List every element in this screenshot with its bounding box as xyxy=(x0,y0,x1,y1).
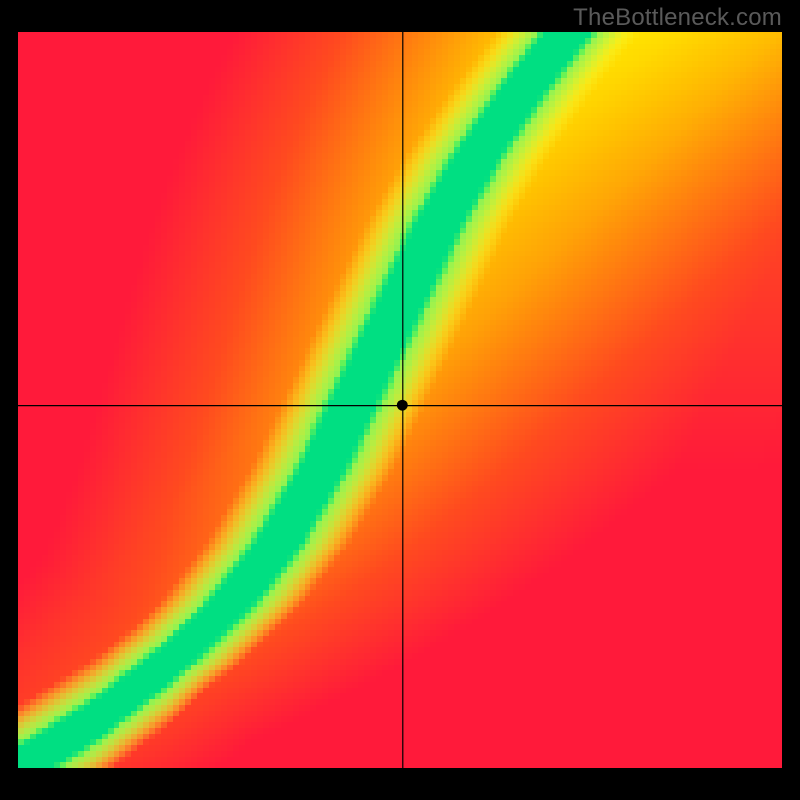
heatmap-plot-area xyxy=(18,32,782,768)
watermark-text: TheBottleneck.com xyxy=(573,4,782,32)
heatmap-canvas xyxy=(18,32,782,768)
chart-container: TheBottleneck.com xyxy=(0,0,800,800)
